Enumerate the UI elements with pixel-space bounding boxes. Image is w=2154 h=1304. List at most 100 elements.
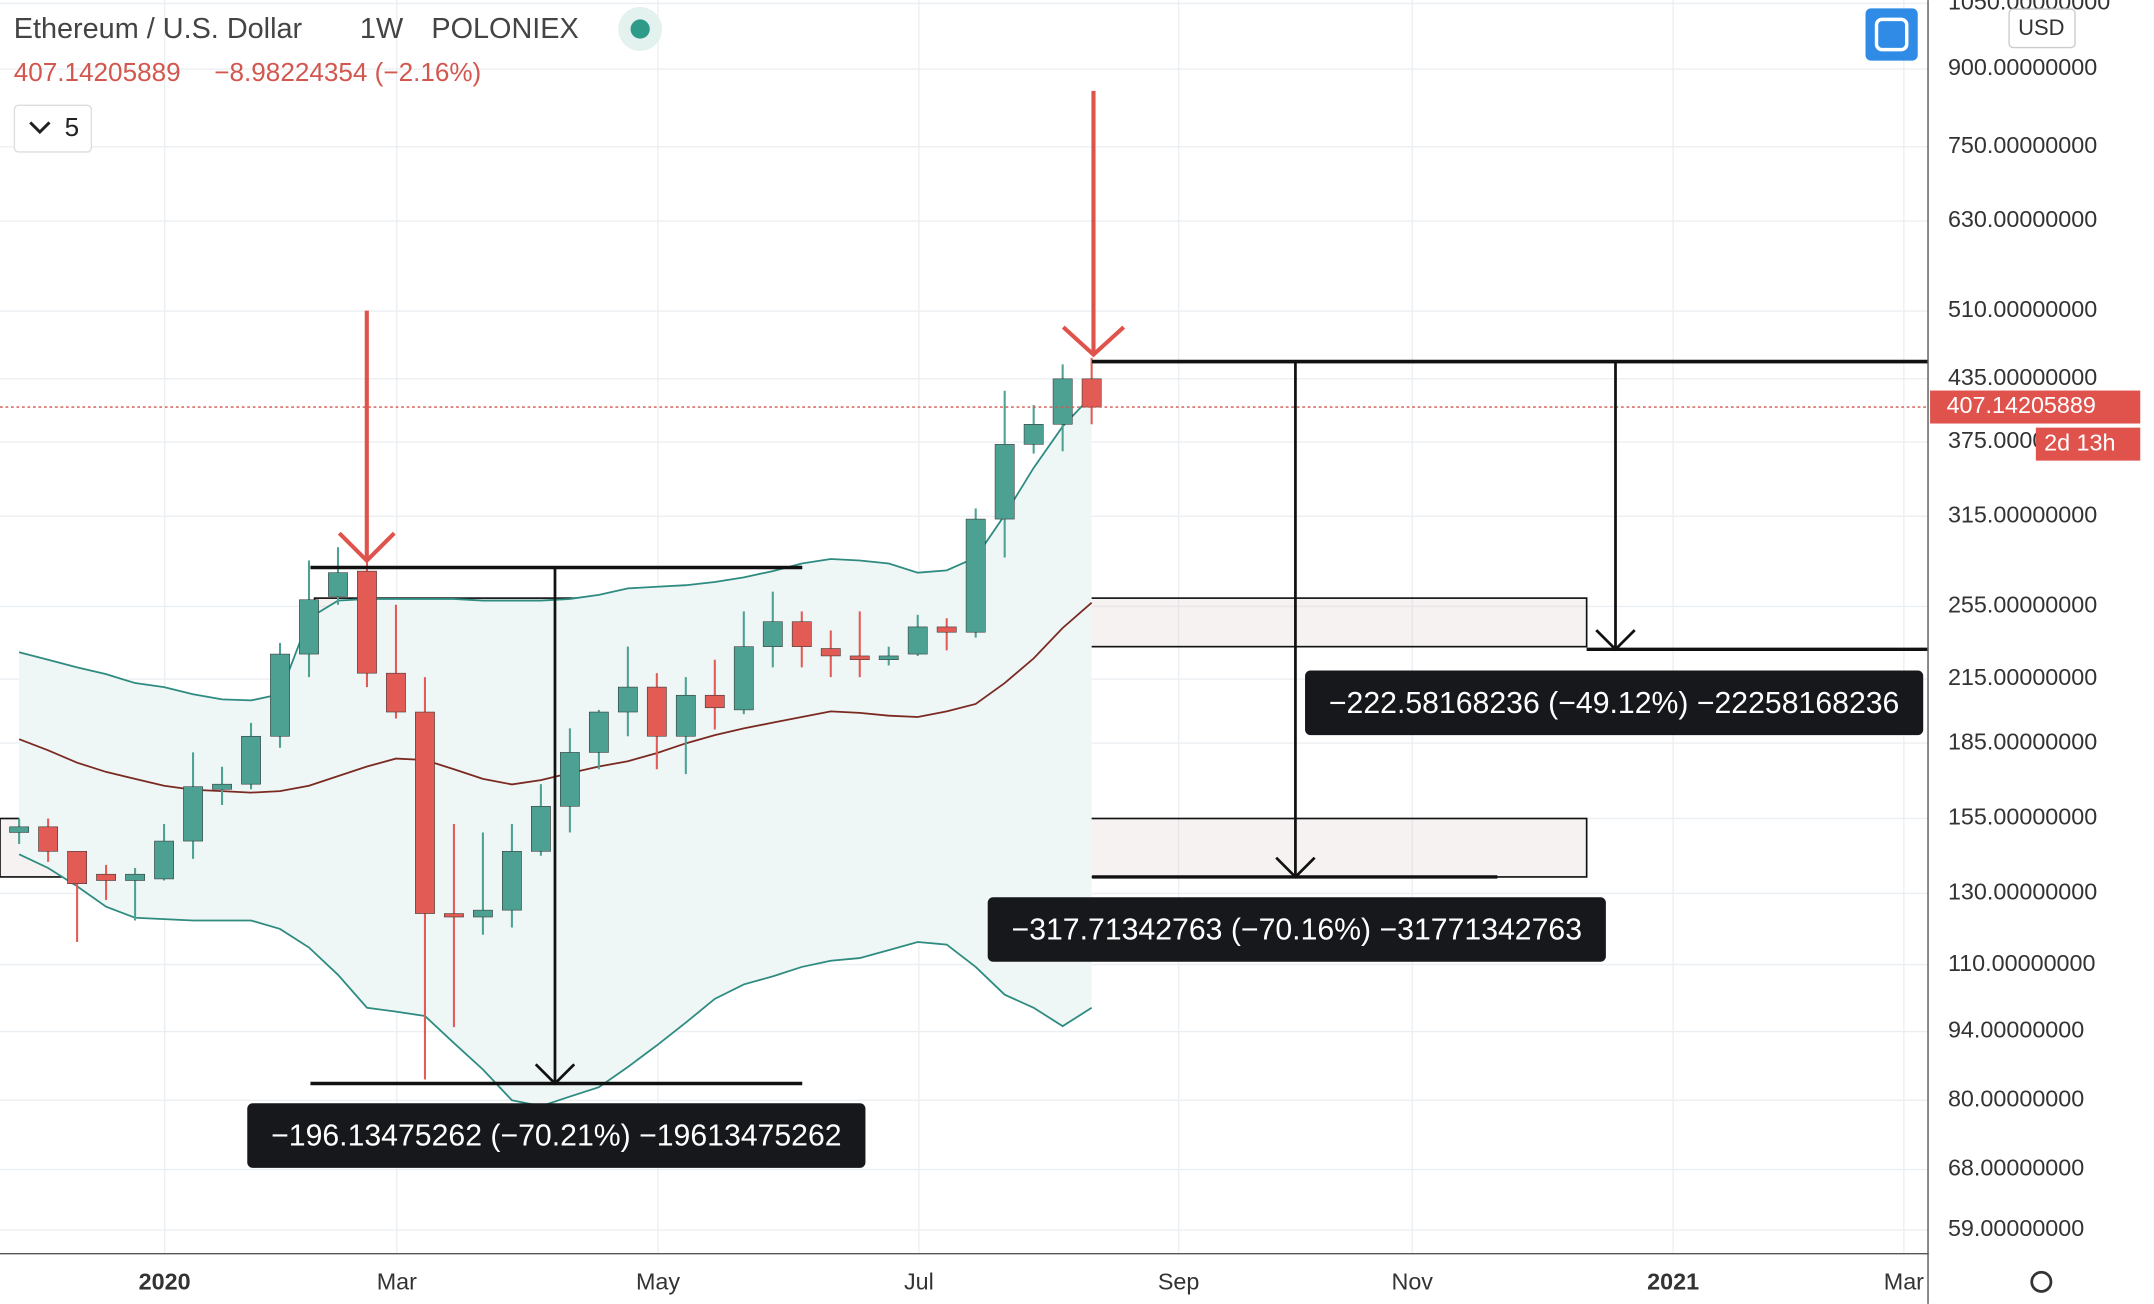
x-tick-label: May: [636, 1268, 680, 1294]
y-tick-label: 130.00000000: [1948, 879, 2097, 905]
measure-box: [247, 1103, 866, 1168]
measures: −196.13475262 (−70.21%) −19613475262 −317…: [247, 359, 1928, 1168]
y-tick-label: 68.00000000: [1948, 1155, 2084, 1181]
candle-body: [270, 653, 290, 737]
countdown-tag: [2035, 427, 2141, 461]
measure-label: −196.13475262 (−70.21%) −19613475262: [271, 1120, 841, 1153]
arrows: [337, 90, 1126, 564]
candle-body: [675, 694, 696, 737]
candle-body: [907, 626, 928, 655]
exchange: POLONIEX: [431, 13, 578, 45]
candle-body: [733, 646, 754, 711]
candle-body: [241, 735, 261, 785]
price-axis-bg: [1928, 0, 2154, 1304]
y-tick-label: 80.00000000: [1948, 1085, 2084, 1111]
candle-body: [1081, 378, 1102, 408]
y-tick-label: 435.00000000: [1948, 364, 2097, 390]
candle-body: [994, 444, 1015, 520]
candle-body: [38, 826, 59, 852]
x-tick-label: 2021: [1647, 1268, 1699, 1294]
measure-label: −317.71342763 (−70.16%) −31771342763: [1012, 914, 1582, 947]
y-tick-label: 155.00000000: [1948, 804, 2097, 830]
fullscreen-button[interactable]: [1865, 8, 1918, 61]
candle-body: [502, 851, 522, 911]
candle-body: [1023, 423, 1044, 445]
x-tick-label: 2020: [139, 1268, 191, 1294]
measure-box: [987, 897, 1606, 962]
price-change: −8.98224354 (−2.16%): [214, 57, 481, 87]
fullscreen-icon: [1874, 17, 1909, 52]
settings-icon[interactable]: [2030, 1270, 2053, 1293]
candle-body: [299, 599, 319, 655]
candle-body: [965, 518, 986, 633]
x-tick-label: Mar: [377, 1268, 417, 1294]
last-price-tag-label: 407.14205889: [1947, 392, 2096, 418]
y-tick-label: 900.00000000: [1948, 54, 2097, 80]
candle-body: [588, 711, 609, 753]
candle-body: [473, 909, 493, 918]
candle-body: [936, 626, 957, 633]
candle-body: [704, 694, 725, 709]
band-lower: [18, 853, 1093, 1108]
candle-body: [125, 873, 145, 881]
last-price-tag: [1930, 390, 2141, 424]
y-tick-label: 255.00000000: [1948, 592, 2097, 618]
candle-body: [386, 672, 406, 713]
candle-body: [762, 621, 783, 647]
candle-body: [67, 851, 87, 884]
candles: [0, 357, 1928, 1080]
x-tick-label: Jul: [904, 1268, 934, 1294]
x-tick-label: Nov: [1391, 1268, 1433, 1294]
countdown-label: 2d 13h: [2044, 429, 2115, 455]
currency: USD: [2018, 15, 2064, 40]
currency-box[interactable]: [2008, 8, 2076, 49]
candle-body: [9, 826, 30, 833]
y-tick-label: 110.00000000: [1948, 950, 2096, 976]
candle-body: [878, 655, 899, 660]
candle-body: [1052, 378, 1073, 425]
candle-body: [154, 840, 174, 880]
candle-body: [212, 783, 232, 790]
candle-body: [531, 806, 551, 852]
candle-body: [328, 572, 348, 597]
candle-body: [791, 621, 812, 647]
y-tick-label: 750.00000000: [1948, 132, 2097, 158]
candle-body: [559, 752, 580, 807]
y-tick-label: 94.00000000: [1948, 1017, 2084, 1043]
candle-body: [820, 648, 841, 657]
y-tick-label: 215.00000000: [1948, 664, 2097, 690]
candle-body: [617, 686, 638, 713]
x-tick-label: Sep: [1158, 1268, 1200, 1294]
indicator-count: 5: [65, 112, 80, 142]
candle-body: [357, 570, 377, 674]
candle-body: [183, 786, 203, 842]
time-axis-bg: [0, 1254, 1929, 1304]
measure-head: [1275, 856, 1316, 879]
chevron: [29, 121, 51, 135]
measure-box: [1305, 670, 1924, 736]
interval: 1W: [360, 13, 404, 45]
x-tick-label: Mar: [1884, 1268, 1924, 1294]
y-tick-label: 59.00000000: [1948, 1215, 2084, 1241]
indicator-toggle[interactable]: [13, 104, 93, 153]
candle-body: [444, 913, 464, 918]
y-tick-label: 185.00000000: [1948, 728, 2097, 754]
symbol: Ethereum / U.S. Dollar: [14, 13, 303, 45]
y-tick-label: 510.00000000: [1948, 296, 2097, 322]
candle-body: [849, 655, 870, 660]
candle-body: [646, 686, 667, 737]
last-price: 407.14205889: [14, 57, 181, 87]
tick-labels: 1050.00000000900.00000000750.00000000630…: [139, 0, 2111, 1294]
arrow-head: [337, 531, 396, 564]
y-tick-label: 315.00000000: [1948, 502, 2097, 528]
candle-body: [415, 711, 435, 914]
y-tick-label: 630.00000000: [1948, 206, 2097, 232]
measure-head: [1595, 629, 1636, 652]
price-tags: 407.14205889 2d 13h: [1930, 390, 2141, 461]
status-dot: [630, 19, 650, 39]
measure-label: −222.58168236 (−49.12%) −22258168236: [1329, 687, 1899, 720]
measure-head: [534, 1063, 576, 1086]
